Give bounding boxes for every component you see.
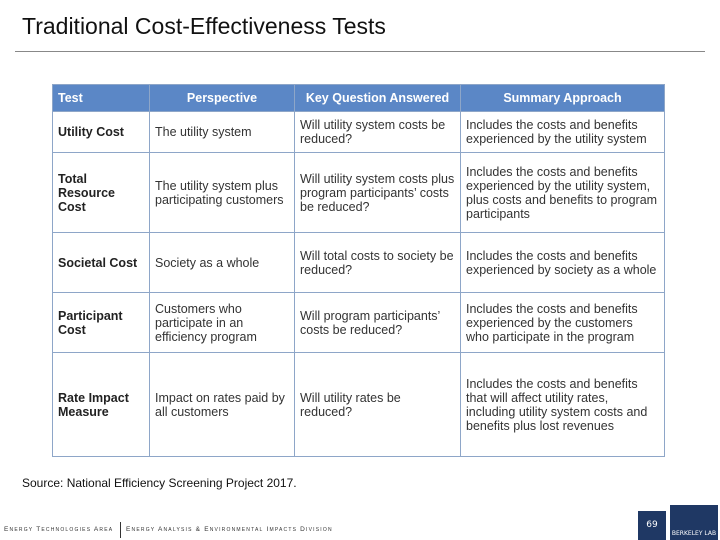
tests-table: Test Perspective Key Question Answered Summ… <box>52 84 665 457</box>
table-cell: Will program participants’ costs be redu… <box>294 292 461 353</box>
table-row: Rate Impact Measure Impact on rates paid … <box>52 352 665 457</box>
table-cell: Includes the costs and benefits experien… <box>460 111 665 153</box>
table-cell: The utility system <box>149 111 295 153</box>
table-row: Total Resource Cost The utility system pl… <box>52 152 665 233</box>
logo-text: BERKELEY LAB <box>671 530 717 537</box>
table-row: Societal Cost Society as a whole Will tota… <box>52 232 665 293</box>
table-cell: Will utility system costs be reduced? <box>294 111 461 153</box>
title-rule <box>15 51 705 52</box>
test-name: Utility Cost <box>52 111 150 153</box>
footer-separator <box>120 522 121 538</box>
logo: BERKELEY LAB <box>670 505 718 540</box>
test-name: Participant Cost <box>52 292 150 353</box>
footer-division: Energy Analysis & Environmental Impacts … <box>126 526 333 533</box>
column-header: Key Question Answered <box>294 84 461 112</box>
table-cell: Impact on rates paid by all customers <box>149 352 295 457</box>
table-cell: Includes the costs and benefits that wil… <box>460 352 665 457</box>
table-cell: Customers who participate in an efficien… <box>149 292 295 353</box>
column-header: Summary Approach <box>460 84 665 112</box>
table-body: Utility Cost The utility system Will utili… <box>52 111 665 457</box>
column-header: Test <box>52 84 150 112</box>
test-name: Societal Cost <box>52 232 150 293</box>
table-cell: Includes the costs and benefits experien… <box>460 232 665 293</box>
table-cell: Will utility rates be reduced? <box>294 352 461 457</box>
table-row: Utility Cost The utility system Will utili… <box>52 111 665 153</box>
table-cell: Includes the costs and benefits experien… <box>460 292 665 353</box>
column-header: Perspective <box>149 84 295 112</box>
table-cell: Will utility system costs plus program p… <box>294 152 461 233</box>
slide-title: Traditional Cost-Effectiveness Tests <box>22 13 386 39</box>
footer-area: Energy Technologies Area <box>4 526 114 533</box>
table-cell: Society as a whole <box>149 232 295 293</box>
page-number: 69 <box>638 511 666 540</box>
header-row: Test Perspective Key Question Answered Summ… <box>52 84 665 112</box>
table-cell: The utility system plus participating cu… <box>149 152 295 233</box>
test-name: Total Resource Cost <box>52 152 150 233</box>
source-note: Source: National Efficiency Screening Pr… <box>22 476 297 490</box>
table-row: Participant Cost Customers who participat… <box>52 292 665 353</box>
test-name: Rate Impact Measure <box>52 352 150 457</box>
table-cell: Will total costs to society be reduced? <box>294 232 461 293</box>
table-cell: Includes the costs and benefits experien… <box>460 152 665 233</box>
